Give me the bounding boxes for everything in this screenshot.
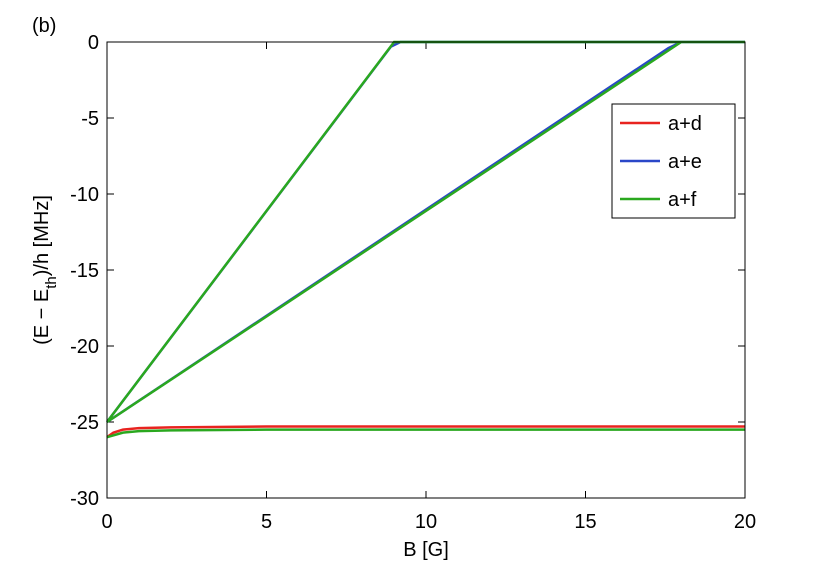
x-axis-label: B [G] [403, 539, 449, 561]
y-label-start: (E − E [31, 289, 53, 345]
legend-label: a+d [668, 113, 702, 135]
legend-label: a+f [668, 189, 697, 211]
x-tick-label: 5 [261, 511, 272, 533]
y-tick-label: -15 [70, 260, 99, 282]
y-tick-label: -20 [70, 336, 99, 358]
legend-label: a+e [668, 151, 702, 173]
y-axis-label: (E − Eth)/h [MHz] [31, 195, 60, 345]
x-tick-label: 10 [415, 511, 437, 533]
x-tick-label: 20 [734, 511, 756, 533]
y-label-end: )/h [MHz] [31, 195, 53, 276]
x-tick-label: 0 [101, 511, 112, 533]
y-label-sub: th [43, 276, 60, 289]
x-tick-label: 15 [574, 511, 596, 533]
y-tick-label: -10 [70, 184, 99, 206]
y-tick-label: 0 [88, 32, 99, 54]
panel-label: (b) [32, 15, 56, 37]
plot-frame [106, 41, 746, 499]
series-line [106, 425, 745, 439]
y-tick-label: -5 [81, 108, 99, 130]
y-tick-label: -30 [70, 488, 99, 510]
y-tick-label: -25 [70, 412, 99, 434]
